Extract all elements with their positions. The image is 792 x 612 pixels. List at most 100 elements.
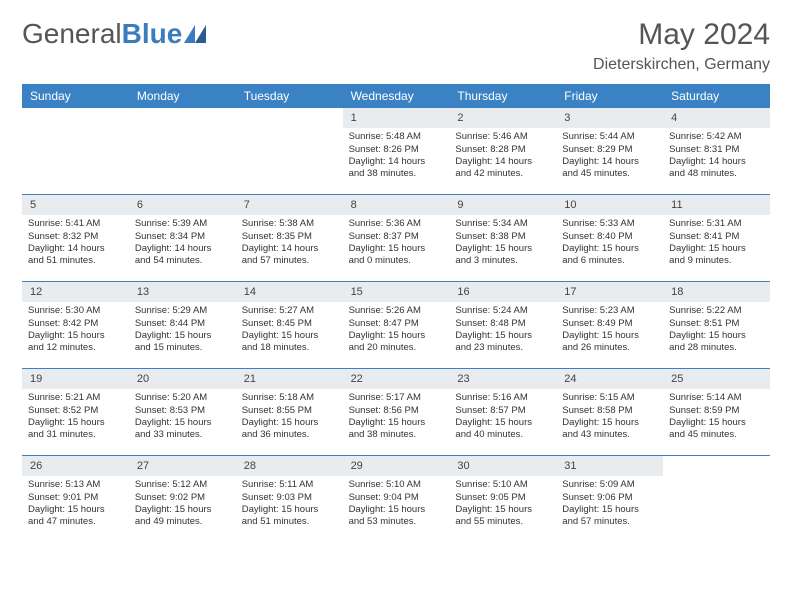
daylight-line: Daylight: 15 hours and 0 minutes.	[349, 243, 444, 268]
sunset-line: Sunset: 9:01 PM	[28, 492, 123, 504]
day-info: Sunrise: 5:44 AMSunset: 8:29 PMDaylight:…	[556, 128, 663, 184]
day-cell: 22Sunrise: 5:17 AMSunset: 8:56 PMDayligh…	[343, 369, 450, 455]
day-number: 30	[449, 456, 556, 476]
daylight-line: Daylight: 15 hours and 15 minutes.	[135, 330, 230, 355]
sunset-line: Sunset: 8:26 PM	[349, 144, 444, 156]
daylight-line: Daylight: 14 hours and 48 minutes.	[669, 156, 764, 181]
daylight-line: Daylight: 15 hours and 28 minutes.	[669, 330, 764, 355]
week-row: 19Sunrise: 5:21 AMSunset: 8:52 PMDayligh…	[22, 368, 770, 455]
day-cell: 8Sunrise: 5:36 AMSunset: 8:37 PMDaylight…	[343, 195, 450, 281]
daylight-line: Daylight: 14 hours and 54 minutes.	[135, 243, 230, 268]
day-info: Sunrise: 5:21 AMSunset: 8:52 PMDaylight:…	[22, 389, 129, 445]
day-number: 15	[343, 282, 450, 302]
day-cell: 1Sunrise: 5:48 AMSunset: 8:26 PMDaylight…	[343, 108, 450, 194]
sunrise-line: Sunrise: 5:20 AM	[135, 392, 230, 404]
sunset-line: Sunset: 9:02 PM	[135, 492, 230, 504]
day-cell: 29Sunrise: 5:10 AMSunset: 9:04 PMDayligh…	[343, 456, 450, 542]
daylight-line: Daylight: 14 hours and 42 minutes.	[455, 156, 550, 181]
day-cell: 4Sunrise: 5:42 AMSunset: 8:31 PMDaylight…	[663, 108, 770, 194]
day-number: 16	[449, 282, 556, 302]
day-number: 25	[663, 369, 770, 389]
day-cell: 18Sunrise: 5:22 AMSunset: 8:51 PMDayligh…	[663, 282, 770, 368]
sunrise-line: Sunrise: 5:10 AM	[455, 479, 550, 491]
day-cell: 9Sunrise: 5:34 AMSunset: 8:38 PMDaylight…	[449, 195, 556, 281]
day-header-row: SundayMondayTuesdayWednesdayThursdayFrid…	[22, 84, 770, 108]
day-cell: 15Sunrise: 5:26 AMSunset: 8:47 PMDayligh…	[343, 282, 450, 368]
sunrise-line: Sunrise: 5:15 AM	[562, 392, 657, 404]
sunset-line: Sunset: 8:35 PM	[242, 231, 337, 243]
day-cell: 24Sunrise: 5:15 AMSunset: 8:58 PMDayligh…	[556, 369, 663, 455]
daylight-line: Daylight: 15 hours and 33 minutes.	[135, 417, 230, 442]
sunrise-line: Sunrise: 5:11 AM	[242, 479, 337, 491]
sunrise-line: Sunrise: 5:21 AM	[28, 392, 123, 404]
day-number: 17	[556, 282, 663, 302]
sunrise-line: Sunrise: 5:41 AM	[28, 218, 123, 230]
day-number: 1	[343, 108, 450, 128]
day-number: 2	[449, 108, 556, 128]
day-cell: 3Sunrise: 5:44 AMSunset: 8:29 PMDaylight…	[556, 108, 663, 194]
day-number: 19	[22, 369, 129, 389]
sunset-line: Sunset: 8:49 PM	[562, 318, 657, 330]
day-info: Sunrise: 5:39 AMSunset: 8:34 PMDaylight:…	[129, 215, 236, 271]
sunrise-line: Sunrise: 5:39 AM	[135, 218, 230, 230]
day-info: Sunrise: 5:17 AMSunset: 8:56 PMDaylight:…	[343, 389, 450, 445]
day-info: Sunrise: 5:13 AMSunset: 9:01 PMDaylight:…	[22, 476, 129, 532]
daylight-line: Daylight: 15 hours and 36 minutes.	[242, 417, 337, 442]
day-number: 22	[343, 369, 450, 389]
day-header-thursday: Thursday	[449, 84, 556, 108]
sunset-line: Sunset: 8:34 PM	[135, 231, 230, 243]
day-info: Sunrise: 5:29 AMSunset: 8:44 PMDaylight:…	[129, 302, 236, 358]
sunset-line: Sunset: 8:37 PM	[349, 231, 444, 243]
day-number: 31	[556, 456, 663, 476]
day-number: 4	[663, 108, 770, 128]
sunrise-line: Sunrise: 5:23 AM	[562, 305, 657, 317]
day-cell: 20Sunrise: 5:20 AMSunset: 8:53 PMDayligh…	[129, 369, 236, 455]
day-header-sunday: Sunday	[22, 84, 129, 108]
daylight-line: Daylight: 14 hours and 38 minutes.	[349, 156, 444, 181]
day-info: Sunrise: 5:11 AMSunset: 9:03 PMDaylight:…	[236, 476, 343, 532]
sunset-line: Sunset: 8:51 PM	[669, 318, 764, 330]
day-number: 29	[343, 456, 450, 476]
daylight-line: Daylight: 15 hours and 23 minutes.	[455, 330, 550, 355]
daylight-line: Daylight: 15 hours and 40 minutes.	[455, 417, 550, 442]
day-cell: 26Sunrise: 5:13 AMSunset: 9:01 PMDayligh…	[22, 456, 129, 542]
daylight-line: Daylight: 15 hours and 49 minutes.	[135, 504, 230, 529]
sunset-line: Sunset: 8:58 PM	[562, 405, 657, 417]
day-info: Sunrise: 5:31 AMSunset: 8:41 PMDaylight:…	[663, 215, 770, 271]
daylight-line: Daylight: 15 hours and 43 minutes.	[562, 417, 657, 442]
daylight-line: Daylight: 15 hours and 55 minutes.	[455, 504, 550, 529]
day-info: Sunrise: 5:15 AMSunset: 8:58 PMDaylight:…	[556, 389, 663, 445]
day-number: 12	[22, 282, 129, 302]
daylight-line: Daylight: 14 hours and 57 minutes.	[242, 243, 337, 268]
week-row: 12Sunrise: 5:30 AMSunset: 8:42 PMDayligh…	[22, 281, 770, 368]
day-number: 13	[129, 282, 236, 302]
location: Dieterskirchen, Germany	[593, 56, 770, 74]
day-info: Sunrise: 5:16 AMSunset: 8:57 PMDaylight:…	[449, 389, 556, 445]
day-number: 6	[129, 195, 236, 215]
sunrise-line: Sunrise: 5:30 AM	[28, 305, 123, 317]
daylight-line: Daylight: 15 hours and 45 minutes.	[669, 417, 764, 442]
header: GeneralBlue May 2024 Dieterskirchen, Ger…	[22, 18, 770, 74]
logo-word-1: General	[22, 18, 122, 49]
sunset-line: Sunset: 8:31 PM	[669, 144, 764, 156]
sunset-line: Sunset: 9:06 PM	[562, 492, 657, 504]
calendar: SundayMondayTuesdayWednesdayThursdayFrid…	[22, 84, 770, 542]
sunset-line: Sunset: 8:44 PM	[135, 318, 230, 330]
day-number: 20	[129, 369, 236, 389]
daylight-line: Daylight: 15 hours and 6 minutes.	[562, 243, 657, 268]
day-info: Sunrise: 5:38 AMSunset: 8:35 PMDaylight:…	[236, 215, 343, 271]
day-cell: 5Sunrise: 5:41 AMSunset: 8:32 PMDaylight…	[22, 195, 129, 281]
sunrise-line: Sunrise: 5:46 AM	[455, 131, 550, 143]
day-number: 24	[556, 369, 663, 389]
sunrise-line: Sunrise: 5:29 AM	[135, 305, 230, 317]
sunrise-line: Sunrise: 5:10 AM	[349, 479, 444, 491]
day-info: Sunrise: 5:22 AMSunset: 8:51 PMDaylight:…	[663, 302, 770, 358]
day-number: 28	[236, 456, 343, 476]
day-info: Sunrise: 5:14 AMSunset: 8:59 PMDaylight:…	[663, 389, 770, 445]
sunrise-line: Sunrise: 5:33 AM	[562, 218, 657, 230]
sunset-line: Sunset: 8:47 PM	[349, 318, 444, 330]
day-number: 18	[663, 282, 770, 302]
logo: GeneralBlue	[22, 18, 206, 50]
sunrise-line: Sunrise: 5:22 AM	[669, 305, 764, 317]
day-header-tuesday: Tuesday	[236, 84, 343, 108]
